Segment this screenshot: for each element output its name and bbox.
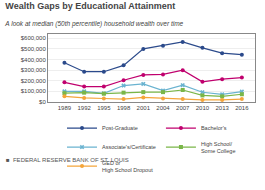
svg-text:1998: 1998 — [117, 105, 131, 111]
svg-text:2016: 2016 — [235, 105, 249, 111]
svg-text:Wealth Gaps by Educational Att: Wealth Gaps by Educational Attainment — [5, 1, 175, 11]
svg-text:2010: 2010 — [196, 105, 210, 111]
svg-text:$200,000: $200,000 — [21, 78, 47, 84]
svg-text:1992: 1992 — [77, 105, 91, 111]
svg-text:2001: 2001 — [137, 105, 151, 111]
svg-text:$500,000: $500,000 — [21, 46, 47, 52]
svg-text:2013: 2013 — [215, 105, 229, 111]
svg-text:A look at median (50th percent: A look at median (50th percentile) house… — [4, 20, 183, 28]
svg-text:Post-Graduate: Post-Graduate — [102, 125, 138, 131]
svg-text:$600,000: $600,000 — [21, 35, 47, 41]
svg-text:2007: 2007 — [176, 105, 190, 111]
svg-text:1989: 1989 — [58, 105, 72, 111]
svg-text:2004: 2004 — [156, 105, 170, 111]
svg-text:$100,000: $100,000 — [21, 88, 47, 94]
svg-text:$300,000: $300,000 — [21, 67, 47, 73]
svg-text:$400,000: $400,000 — [21, 57, 47, 63]
svg-text:■ FEDERAL RESERVE BANK OF ST.: ■ FEDERAL RESERVE BANK OF ST. LOUIS — [6, 157, 129, 163]
svg-text:$0: $0 — [39, 99, 46, 105]
svg-text:Bachelor's: Bachelor's — [201, 125, 227, 131]
svg-text:Associate's/Certificate: Associate's/Certificate — [102, 144, 156, 150]
svg-text:1995: 1995 — [97, 105, 111, 111]
svg-text:GED orHigh School Dropout: GED orHigh School Dropout — [102, 160, 153, 173]
svg-text:High School/Some College: High School/Some College — [201, 141, 236, 154]
